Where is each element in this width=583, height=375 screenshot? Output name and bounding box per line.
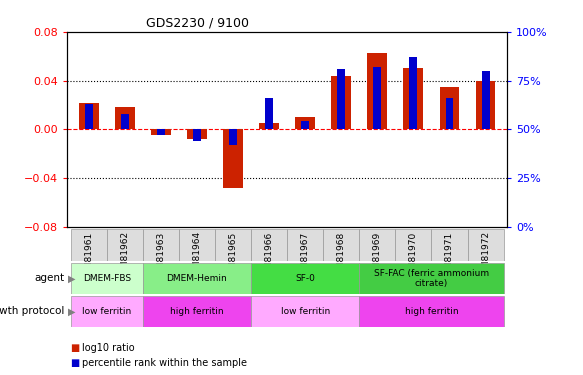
Bar (331, 76, 351, 129)
Text: GSM81968: GSM81968 (337, 231, 346, 280)
Bar (79, 103, 99, 129)
Bar (476, 81, 496, 129)
Bar (143, 296, 251, 327)
Bar (403, 68, 423, 129)
Bar (121, 114, 129, 129)
Text: log10 ratio: log10 ratio (82, 343, 134, 353)
Bar (482, 71, 490, 129)
Text: GSM81969: GSM81969 (373, 231, 382, 280)
Bar (229, 129, 237, 145)
Bar (338, 69, 345, 129)
Text: GSM81970: GSM81970 (409, 231, 418, 280)
Bar (223, 129, 243, 188)
Bar (359, 262, 504, 294)
Bar (287, 229, 323, 261)
Text: DMEM-FBS: DMEM-FBS (83, 274, 131, 283)
Bar (395, 229, 431, 261)
Bar (251, 229, 287, 261)
Text: GSM81971: GSM81971 (445, 231, 454, 280)
Bar (259, 123, 279, 129)
Bar (179, 229, 215, 261)
Text: GSM81972: GSM81972 (481, 231, 490, 280)
Text: low ferritin: low ferritin (82, 307, 131, 316)
Bar (157, 129, 165, 135)
Text: GSM81962: GSM81962 (120, 231, 129, 280)
Text: GSM81966: GSM81966 (265, 231, 273, 280)
Text: ▶: ▶ (68, 273, 76, 284)
Bar (143, 262, 251, 294)
Text: agent: agent (34, 273, 64, 284)
Bar (295, 117, 315, 129)
Text: high ferritin: high ferritin (170, 307, 224, 316)
Text: SF-0: SF-0 (295, 274, 315, 283)
Bar (301, 121, 309, 129)
Text: GSM81963: GSM81963 (156, 231, 166, 280)
Text: GSM81961: GSM81961 (84, 231, 93, 280)
Bar (71, 296, 143, 327)
Bar (151, 129, 171, 135)
Bar (265, 98, 273, 129)
Bar (107, 229, 143, 261)
Text: SF-FAC (ferric ammonium
citrate): SF-FAC (ferric ammonium citrate) (374, 269, 489, 288)
Bar (71, 229, 107, 261)
Text: ▶: ▶ (68, 306, 76, 316)
Text: GSM81965: GSM81965 (229, 231, 237, 280)
Text: GDS2230 / 9100: GDS2230 / 9100 (146, 16, 250, 29)
Bar (215, 229, 251, 261)
Bar (323, 229, 359, 261)
Bar (251, 296, 359, 327)
Bar (193, 129, 201, 141)
Bar (468, 229, 504, 261)
Text: DMEM-Hemin: DMEM-Hemin (167, 274, 227, 283)
Bar (373, 67, 381, 129)
Text: growth protocol: growth protocol (0, 306, 64, 316)
Bar (445, 98, 454, 129)
Bar (359, 296, 504, 327)
Text: low ferritin: low ferritin (280, 307, 330, 316)
Bar (367, 53, 387, 129)
Text: ■: ■ (70, 358, 79, 368)
Text: GSM81964: GSM81964 (192, 231, 202, 280)
Bar (143, 229, 179, 261)
Bar (115, 107, 135, 129)
Text: percentile rank within the sample: percentile rank within the sample (82, 358, 247, 368)
Text: GSM81967: GSM81967 (301, 231, 310, 280)
Bar (440, 87, 459, 129)
Bar (71, 262, 143, 294)
Bar (359, 229, 395, 261)
Bar (187, 129, 207, 139)
Bar (409, 57, 417, 129)
Text: ■: ■ (70, 343, 79, 353)
Bar (85, 104, 93, 129)
Bar (431, 229, 468, 261)
Text: high ferritin: high ferritin (405, 307, 458, 316)
Bar (251, 262, 359, 294)
